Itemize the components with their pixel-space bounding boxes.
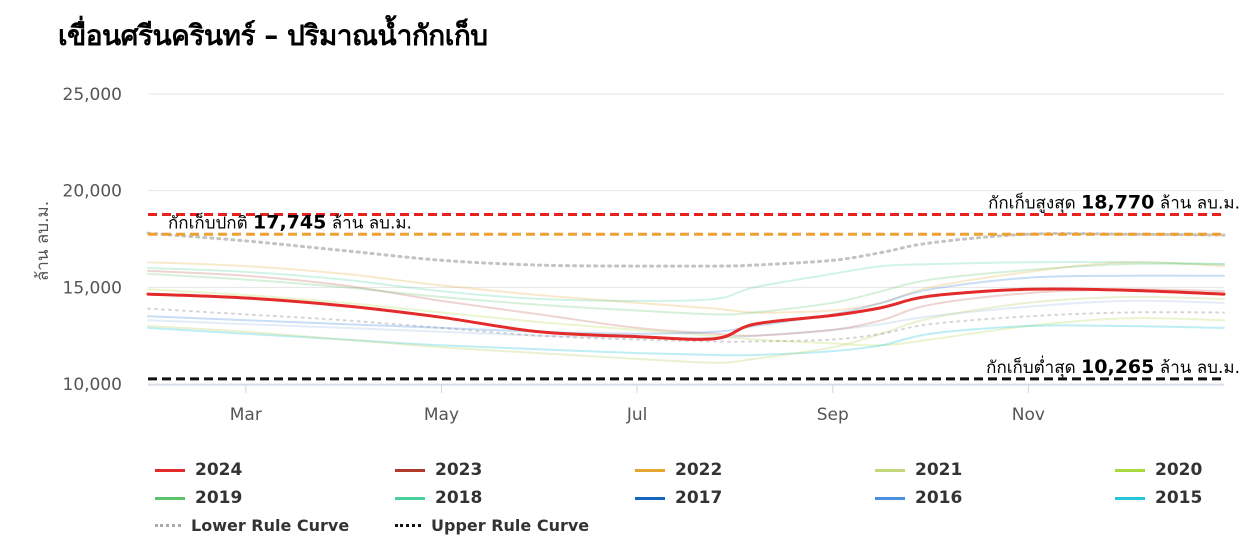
- legend-label: 2018: [435, 488, 483, 508]
- x-tick-label: Sep: [817, 405, 849, 425]
- legend-label: Lower Rule Curve: [191, 516, 350, 535]
- chart-title: เขื่อนศรีนครินทร์ – ปริมาณน้ำกักเก็บ: [58, 19, 488, 52]
- reference-label-suffix: ล้าน ลบ.ม.: [326, 213, 412, 233]
- reference-line-label: กักเก็บปกติ 17,745 ล้าน ลบ.ม.: [168, 211, 412, 233]
- legend-item-2020[interactable]: 2020: [1115, 460, 1202, 480]
- legend-swatch: [395, 468, 425, 472]
- legend-swatch: [395, 524, 421, 527]
- reference-label-value: 10,265: [1081, 356, 1154, 378]
- legend-swatch: [1115, 468, 1145, 472]
- legend-item-lower-rule-curve[interactable]: Lower Rule Curve: [155, 516, 349, 535]
- legend-item-2015[interactable]: 2015: [1115, 488, 1202, 508]
- legend-item-2022[interactable]: 2022: [635, 460, 722, 480]
- legend-item-2017[interactable]: 2017: [635, 488, 722, 508]
- series-line-lower-rule-curve[interactable]: [146, 231, 1226, 268]
- series-line-2016[interactable]: [147, 274, 1225, 335]
- legend-swatch: [395, 496, 425, 500]
- legend-label: Upper Rule Curve: [431, 516, 590, 535]
- series-line-2022[interactable]: [147, 261, 1225, 314]
- y-axis-title: ล้าน ลบ.ม.: [33, 201, 53, 281]
- y-tick-label: 25,000: [63, 85, 122, 105]
- legend-swatch: [635, 468, 665, 472]
- legend-swatch: [155, 468, 185, 472]
- legend-label: 2021: [915, 460, 963, 480]
- legend-item-upper-rule-curve[interactable]: Upper Rule Curve: [395, 516, 589, 535]
- series-line-upper-rule-curve[interactable]: [147, 307, 1225, 343]
- legend-item-2016[interactable]: 2016: [875, 488, 962, 508]
- reference-label-prefix: กักเก็บสูงสุด: [988, 191, 1081, 213]
- reference-label-prefix: กักเก็บต่ำสุด: [986, 355, 1081, 378]
- series-line-2019[interactable]: [147, 262, 1225, 316]
- legend-item-2024[interactable]: 2024: [155, 460, 242, 480]
- series-line-2015[interactable]: [147, 324, 1225, 357]
- series-line-2024[interactable]: [146, 287, 1226, 341]
- x-tick-label: Nov: [1012, 405, 1045, 425]
- x-tick-label: May: [424, 405, 459, 425]
- legend-item-2023[interactable]: 2023: [395, 460, 482, 480]
- legend-label: 2015: [1155, 488, 1203, 508]
- series-line-2021[interactable]: [147, 295, 1225, 364]
- legend-item-2019[interactable]: 2019: [155, 488, 242, 508]
- legend-label: 2019: [195, 488, 243, 508]
- legend-swatch: [635, 496, 665, 500]
- legend-swatch: [155, 524, 181, 527]
- y-tick-label: 10,000: [63, 375, 122, 395]
- reference-label-value: 17,745: [253, 211, 326, 233]
- legend-label: 2024: [195, 460, 243, 480]
- reference-label-suffix: ล้าน ลบ.ม.: [1154, 358, 1240, 378]
- legend-swatch: [155, 496, 185, 500]
- legend-label: 2020: [1155, 460, 1203, 480]
- chart-plot: กักเก็บสูงสุด 18,770 ล้าน ลบ.ม.กักเก็บปก…: [33, 85, 1240, 425]
- legend-item-2021[interactable]: 2021: [875, 460, 962, 480]
- legend-swatch: [1115, 496, 1145, 500]
- x-tick-label: Jul: [626, 405, 648, 425]
- legend-label: 2016: [915, 488, 963, 508]
- reference-line-label: กักเก็บต่ำสุด 10,265 ล้าน ลบ.ม.: [986, 355, 1240, 378]
- legend-swatch: [875, 468, 905, 472]
- series-line-2018[interactable]: [147, 260, 1225, 302]
- x-tick-label: Mar: [230, 405, 262, 425]
- y-tick-label: 20,000: [63, 182, 122, 202]
- legend-item-2018[interactable]: 2018: [395, 488, 482, 508]
- legend-label: 2023: [435, 460, 483, 480]
- reference-label-suffix: ล้าน ลบ.ม.: [1154, 193, 1240, 213]
- legend-label: 2017: [675, 488, 723, 508]
- reference-label-value: 18,770: [1081, 191, 1154, 213]
- legend-label: 2022: [675, 460, 723, 480]
- y-tick-label: 15,000: [63, 278, 122, 298]
- chart-legend: 2024 2023 2022 2021 2020 2019 2018 2017 2016 2015…: [0, 455, 1254, 548]
- legend-swatch: [875, 496, 905, 500]
- reference-line-label: กักเก็บสูงสุด 18,770 ล้าน ลบ.ม.: [988, 191, 1240, 213]
- reference-label-prefix: กักเก็บปกติ: [168, 211, 253, 233]
